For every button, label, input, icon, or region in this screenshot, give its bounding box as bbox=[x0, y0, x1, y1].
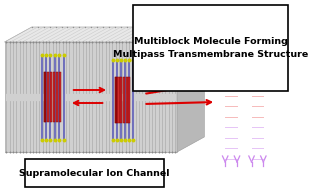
Bar bbox=[44, 72, 46, 122]
Bar bbox=[56, 72, 58, 122]
Bar bbox=[47, 72, 49, 122]
Bar bbox=[50, 72, 52, 122]
Text: Multiblock Molecule Forming
Multipass Transmembrane Structure: Multiblock Molecule Forming Multipass Tr… bbox=[113, 37, 308, 59]
Bar bbox=[117, 77, 120, 123]
FancyBboxPatch shape bbox=[25, 159, 164, 187]
Bar bbox=[59, 72, 61, 122]
Bar bbox=[128, 77, 131, 123]
Polygon shape bbox=[4, 27, 204, 42]
Polygon shape bbox=[4, 42, 177, 152]
Polygon shape bbox=[177, 27, 204, 152]
Bar bbox=[115, 77, 117, 123]
Bar bbox=[125, 77, 128, 123]
Bar bbox=[44, 72, 46, 122]
Bar bbox=[123, 77, 125, 123]
Bar bbox=[115, 77, 117, 123]
Text: Supramolecular Ion Channel: Supramolecular Ion Channel bbox=[19, 169, 170, 177]
Bar bbox=[53, 72, 55, 122]
Bar bbox=[120, 77, 122, 123]
FancyBboxPatch shape bbox=[133, 5, 288, 91]
